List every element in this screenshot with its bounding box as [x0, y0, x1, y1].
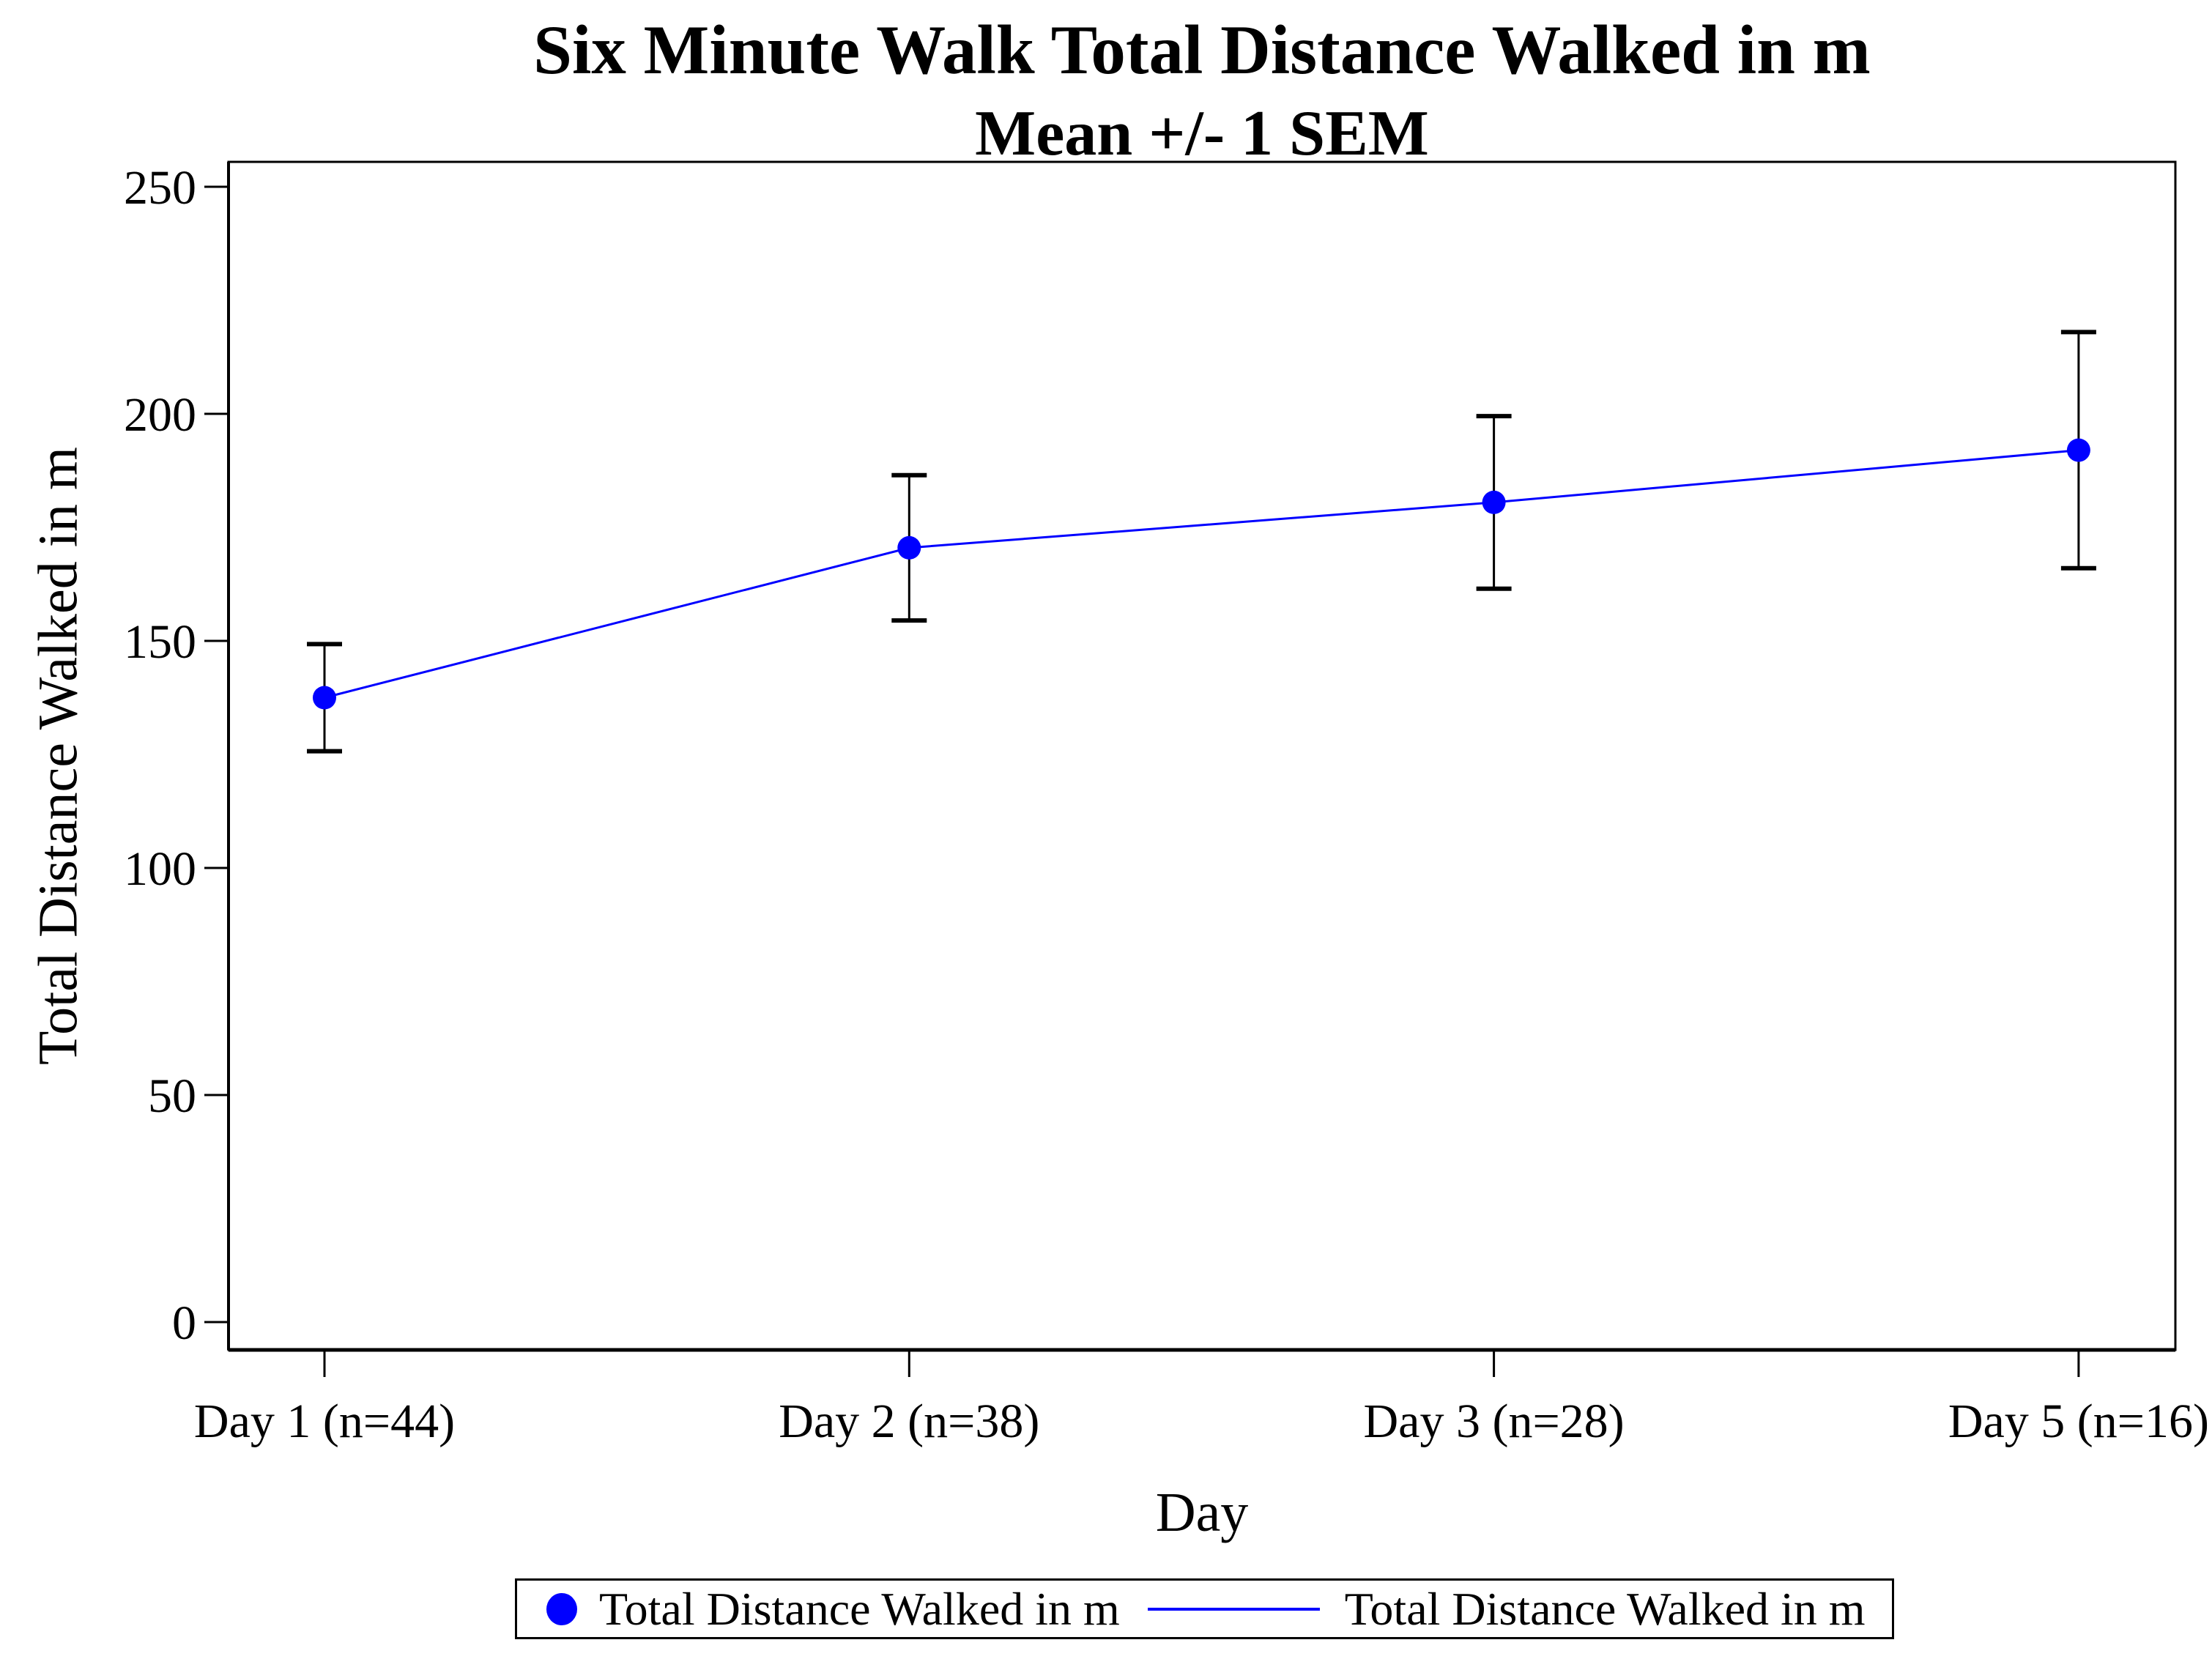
data-point-marker	[2066, 438, 2090, 462]
legend-line-label: Total Distance Walked in m	[1344, 1582, 1866, 1635]
legend-marker-label: Total Distance Walked in m	[599, 1582, 1120, 1635]
plot-frame	[227, 160, 2177, 1351]
x-axis-title: Day	[1155, 1482, 1249, 1543]
data-point-marker	[313, 686, 336, 710]
y-tick-label: 150	[124, 615, 196, 669]
x-tick-label: Day 3 (n=28)	[1364, 1395, 1625, 1448]
x-tick-label: Day 1 (n=44)	[194, 1395, 455, 1448]
y-tick-label: 100	[124, 842, 196, 896]
legend: Total Distance Walked in m Total Distanc…	[515, 1578, 1894, 1639]
y-tick-label: 200	[124, 388, 196, 442]
x-tick-label: Day 5 (n=16)	[1948, 1395, 2209, 1448]
data-point-marker	[897, 535, 921, 560]
legend-marker-icon	[546, 1592, 577, 1625]
x-tick-label: Day 2 (n=38)	[779, 1395, 1039, 1448]
data-point-marker	[1482, 490, 1506, 514]
chart-title-block: Six Minute Walk Total Distance Walked in…	[229, 12, 2175, 169]
series-line	[324, 449, 2079, 699]
chart-title: Six Minute Walk Total Distance Walked in…	[533, 11, 1871, 89]
y-tick-label: 50	[148, 1069, 196, 1123]
y-tick-label: 250	[124, 161, 196, 215]
y-tick-label: 0	[172, 1296, 196, 1350]
chart-subtitle: Mean +/- 1 SEM	[975, 97, 1429, 169]
legend-line-icon	[1147, 1607, 1320, 1611]
